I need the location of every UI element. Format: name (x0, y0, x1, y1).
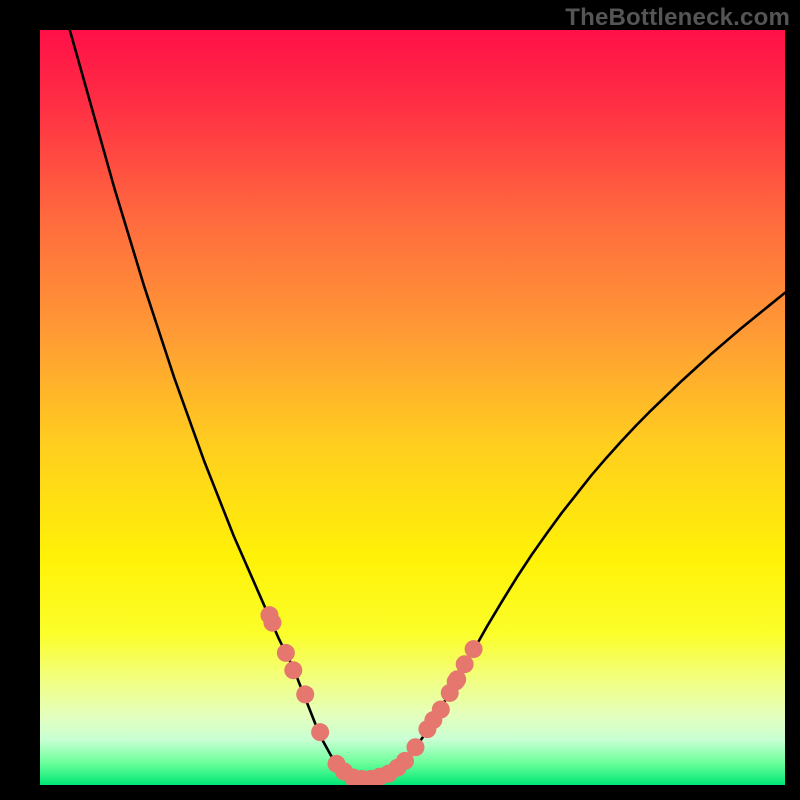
data-marker (277, 644, 295, 662)
watermark-text: TheBottleneck.com (565, 4, 790, 32)
data-marker (432, 701, 450, 719)
chart-frame: TheBottleneck.com (0, 0, 800, 800)
data-marker (448, 670, 466, 688)
data-marker (406, 738, 424, 756)
data-marker (284, 661, 302, 679)
data-marker (465, 640, 483, 658)
data-marker (311, 723, 329, 741)
plot-area (40, 30, 785, 785)
chart-svg (40, 30, 785, 785)
data-marker (263, 614, 281, 632)
data-marker (296, 685, 314, 703)
gradient-background (40, 30, 785, 785)
